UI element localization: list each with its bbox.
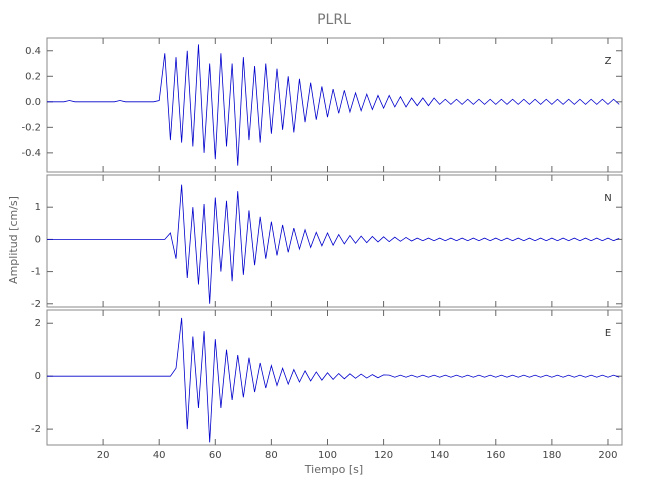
x-tick-label: 200 (598, 450, 617, 461)
component-label: Z (605, 56, 612, 67)
x-tick-label: 180 (542, 450, 561, 461)
y-axis-label: Amplitud [cm/s] (7, 196, 20, 284)
x-tick-label: 60 (209, 450, 222, 461)
x-axis-label: Tiempo [s] (304, 463, 363, 476)
chart-title: PLRL (317, 12, 351, 28)
x-tick-label: 40 (153, 450, 166, 461)
y-tick-label: -2 (31, 424, 41, 435)
x-tick-label: 100 (318, 450, 337, 461)
y-tick-label: 2 (35, 318, 41, 329)
x-tick-label: 20 (97, 450, 110, 461)
component-label: N (604, 193, 611, 204)
x-tick-label: 80 (265, 450, 278, 461)
waveform (47, 44, 620, 166)
y-tick-label: 0.2 (25, 71, 41, 82)
panel-frame (46, 37, 623, 173)
y-tick-label: -0.2 (21, 122, 41, 133)
component-label: E (605, 328, 611, 339)
y-tick-label: -0.4 (21, 148, 41, 159)
waveform (47, 184, 620, 304)
y-tick-label: 0.4 (25, 46, 41, 57)
x-tick-label: 120 (374, 450, 393, 461)
x-tick-label: 160 (486, 450, 505, 461)
y-tick-label: 1 (35, 202, 41, 213)
waveform (47, 317, 620, 443)
panel-frame (46, 174, 623, 308)
y-tick-label: 0 (35, 371, 41, 382)
x-tick-label: 140 (430, 450, 449, 461)
panel-frame (46, 309, 623, 446)
y-tick-label: -2 (31, 299, 41, 310)
y-tick-label: 0 (35, 234, 41, 245)
y-tick-label: -1 (31, 267, 41, 278)
y-tick-label: 0.0 (25, 97, 41, 108)
